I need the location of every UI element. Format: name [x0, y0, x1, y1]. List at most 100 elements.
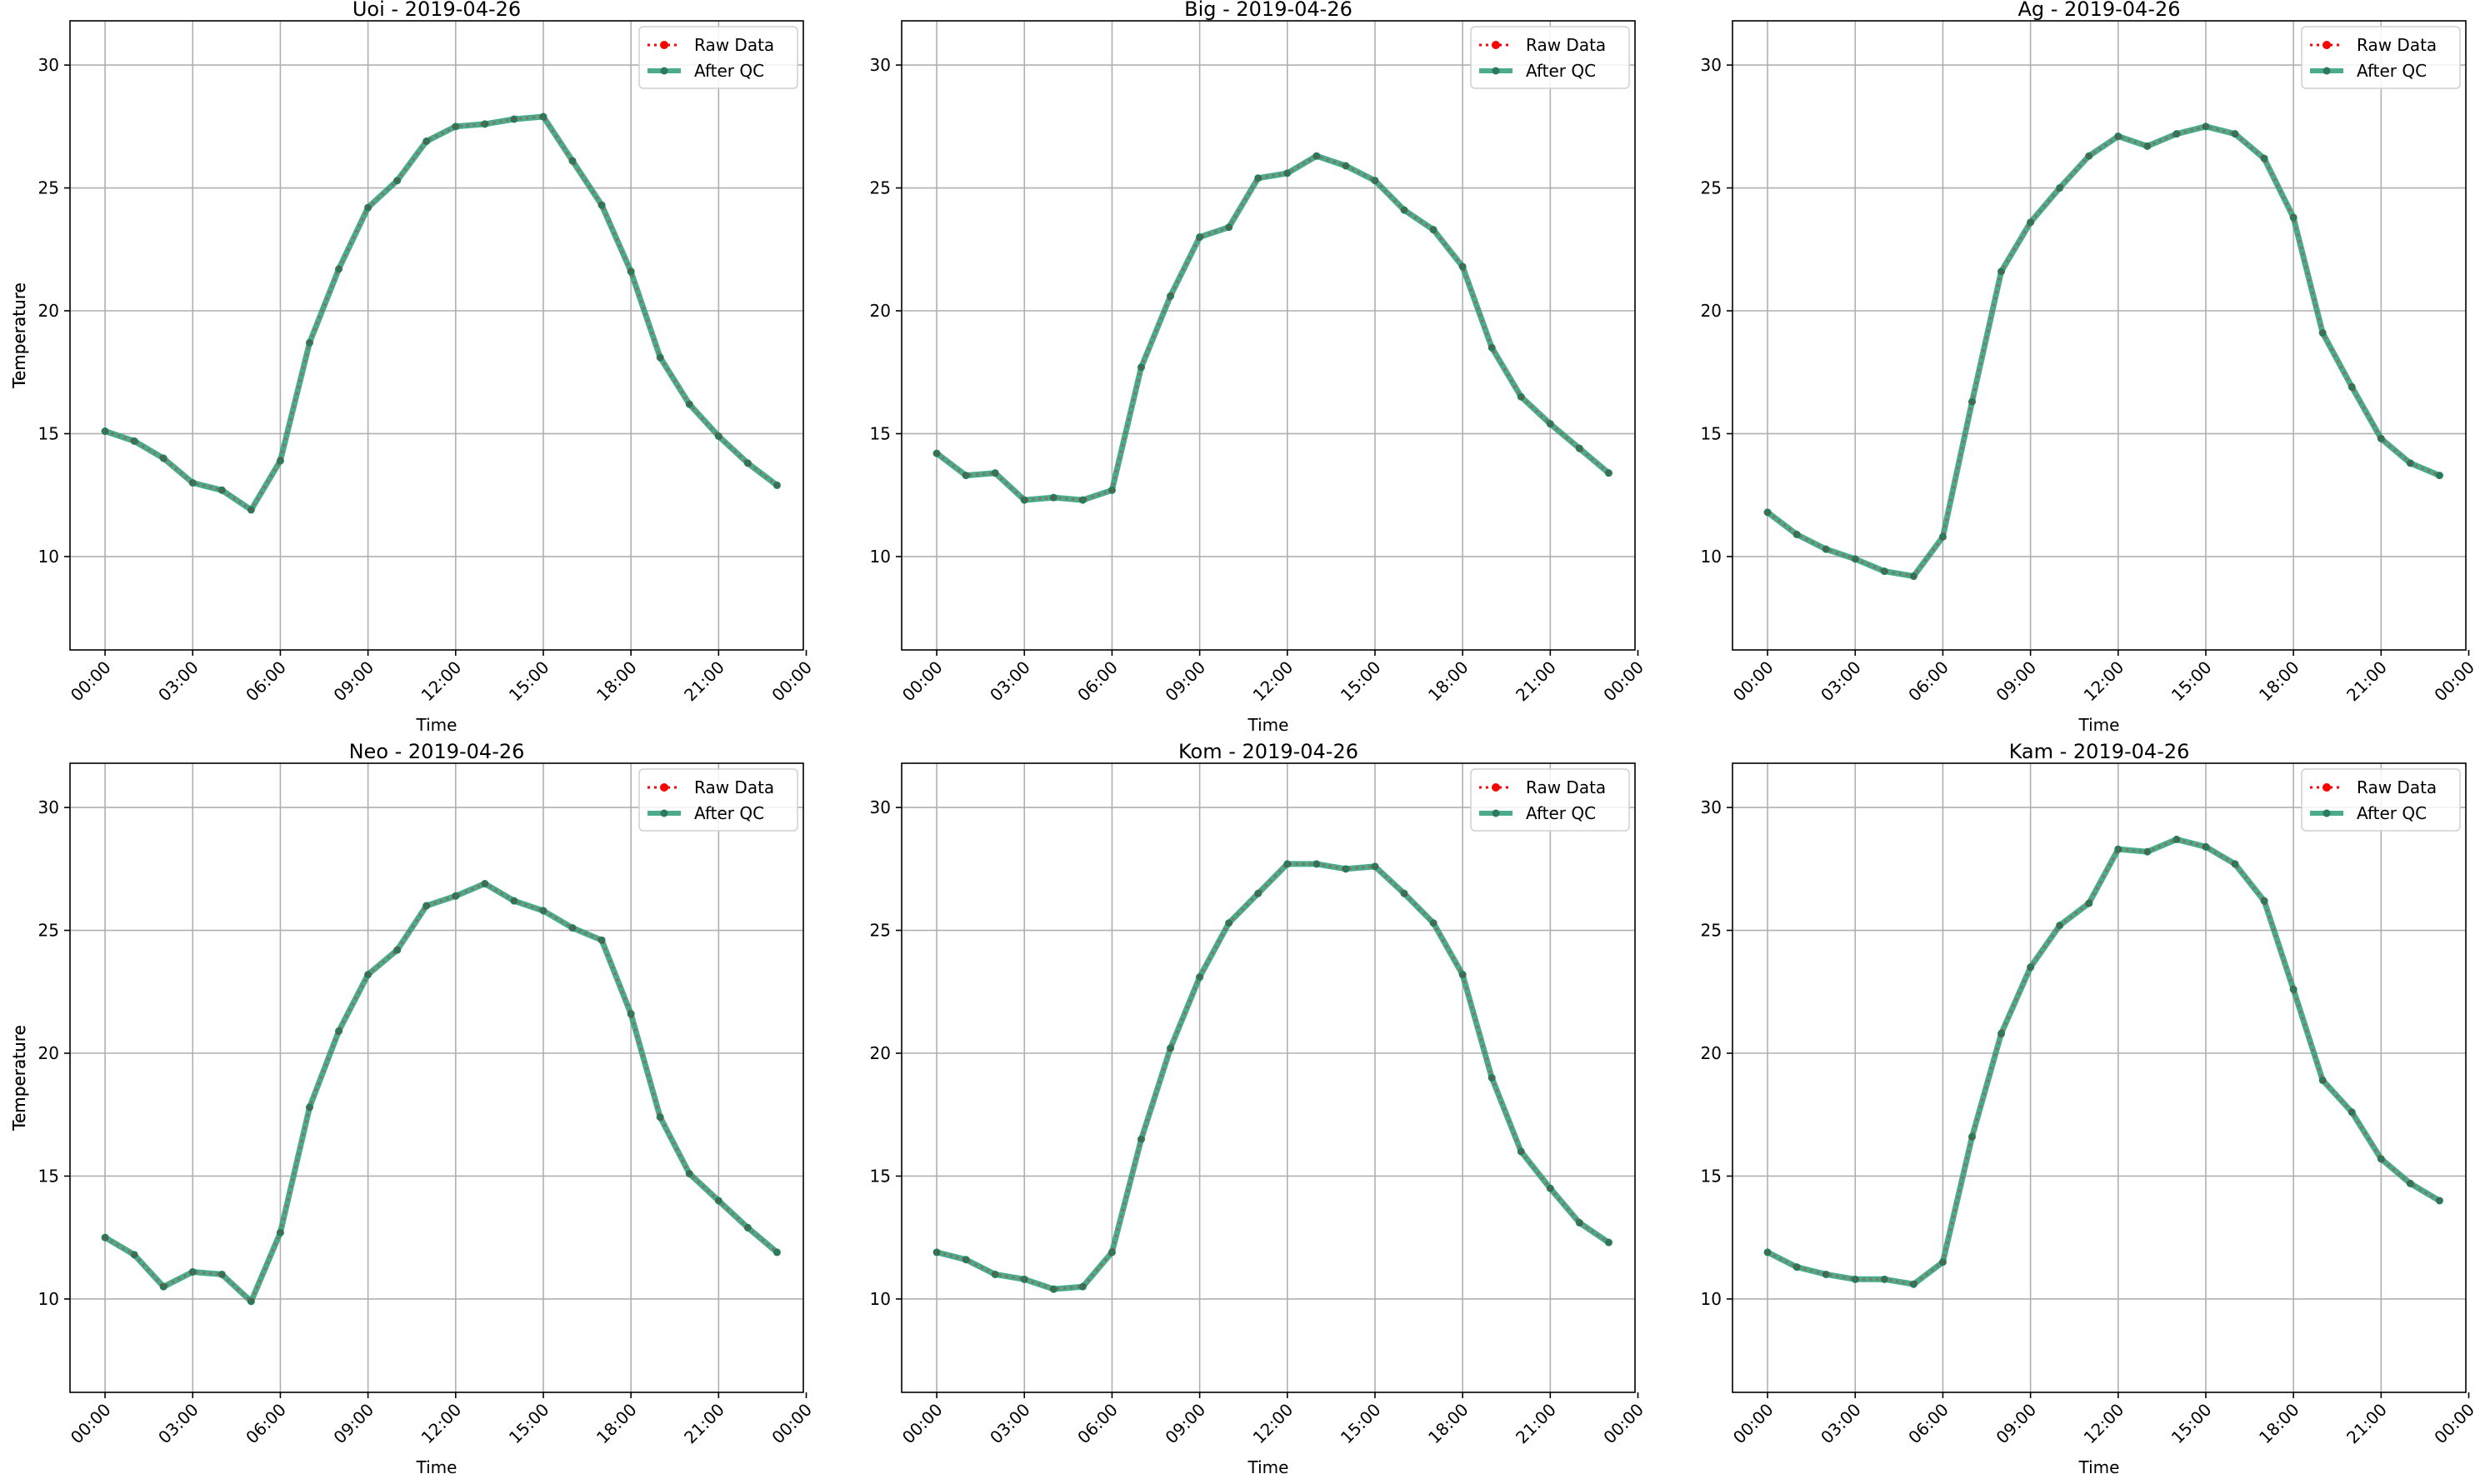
data-point-after-qc — [2406, 1179, 2414, 1187]
x-tick-label: 15:00 — [505, 657, 553, 706]
data-point-after-qc — [2085, 899, 2093, 907]
data-point-after-qc — [932, 1248, 941, 1257]
data-point-after-qc — [1020, 1275, 1028, 1283]
data-point-after-qc — [1225, 919, 1233, 927]
data-point-after-qc — [2172, 130, 2181, 138]
data-point-after-qc — [2289, 213, 2298, 222]
series-line-after-qc — [933, 152, 1612, 503]
legend-marker-after-qc — [660, 809, 668, 817]
y-tick-label: 20 — [1701, 1043, 1722, 1063]
data-point-after-qc — [1604, 469, 1612, 477]
data-point-after-qc — [2172, 835, 2181, 843]
data-point-after-qc — [481, 120, 489, 128]
legend: Raw Data After QC — [638, 26, 798, 89]
legend-marker-raw-data — [660, 41, 668, 49]
x-tick-label: 09:00 — [1992, 1400, 2040, 1448]
chart-title: Uoi - 2019-04-26 — [352, 0, 521, 21]
x-tick-label: 12:00 — [1249, 657, 1298, 706]
data-point-after-qc — [2027, 218, 2035, 227]
x-tick-label: 00:00 — [1599, 657, 1648, 706]
legend-marker-after-qc — [2322, 809, 2331, 817]
data-point-after-qc — [1137, 363, 1145, 372]
data-point-after-qc — [188, 1267, 197, 1276]
y-tick-label: 15 — [870, 423, 891, 443]
y-tick-label: 30 — [1701, 55, 1722, 75]
legend-label-after-qc: After QC — [1526, 803, 1596, 823]
data-point-after-qc — [2377, 1155, 2385, 1163]
data-point-after-qc — [2289, 985, 2298, 993]
y-tick-label: 30 — [38, 797, 59, 817]
series-line-raw-data — [1767, 837, 2441, 1286]
data-point-after-qc — [1575, 444, 1583, 452]
data-point-after-qc — [1792, 1263, 1801, 1272]
legend-label-raw-data: Raw Data — [2357, 35, 2437, 55]
x-tick-label: 03:00 — [1817, 657, 1865, 706]
series-line-after-qc — [102, 881, 780, 1305]
data-point-after-qc — [1488, 1074, 1496, 1082]
data-point-after-qc — [364, 203, 372, 212]
data-point-after-qc — [1078, 496, 1087, 504]
data-point-after-qc — [2260, 897, 2268, 905]
x-tick-label: 21:00 — [680, 657, 728, 706]
data-point-after-qc — [1137, 1135, 1145, 1143]
data-point-after-qc — [932, 449, 941, 457]
data-point-after-qc — [2056, 184, 2064, 192]
y-axis-label: Temperature — [9, 282, 29, 389]
data-point-after-qc — [1020, 496, 1028, 504]
legend-marker-after-qc — [1492, 67, 1500, 75]
chart-panel: 10 15 20 25 30 00:00 03:00 06:00 09:00 12:00 15:00… — [9, 740, 1648, 1477]
data-point-after-qc — [1458, 262, 1467, 271]
data-point-after-qc — [1938, 1258, 1947, 1267]
data-point-after-qc — [422, 137, 431, 146]
data-point-after-qc — [1400, 206, 1408, 214]
data-point-after-qc — [1342, 162, 1350, 170]
data-point-after-qc — [393, 177, 402, 185]
legend-label-raw-data: Raw Data — [1526, 777, 1606, 797]
x-tick-label: 00:00 — [1729, 657, 1778, 706]
data-point-after-qc — [1880, 567, 1888, 576]
legend-marker-raw-data — [660, 783, 668, 792]
y-tick-label: 10 — [1701, 1289, 1722, 1309]
data-point-after-qc — [2202, 842, 2210, 851]
data-point-after-qc — [2231, 130, 2239, 138]
y-tick-label: 15 — [1701, 423, 1722, 443]
data-point-after-qc — [1604, 1238, 1612, 1247]
data-point-after-qc — [335, 1027, 343, 1035]
data-point-after-qc — [1049, 1285, 1058, 1293]
data-point-after-qc — [276, 1228, 284, 1237]
x-tick-label: 12:00 — [418, 657, 466, 706]
x-tick-label: 18:00 — [2255, 657, 2303, 706]
x-tick-label: 00:00 — [67, 1400, 115, 1448]
x-tick-label: 09:00 — [1161, 657, 1209, 706]
legend-marker-raw-data — [1492, 783, 1500, 792]
data-point-after-qc — [1968, 397, 1976, 406]
axes-frame — [901, 20, 1636, 651]
y-tick-label: 20 — [870, 1043, 891, 1063]
chart-title: Kam - 2019-04-26 — [2009, 740, 2190, 763]
data-point-after-qc — [247, 506, 255, 514]
data-point-after-qc — [1283, 169, 1292, 177]
data-point-after-qc — [1998, 1029, 2006, 1037]
x-tick-label: 12:00 — [1249, 1400, 1298, 1448]
data-point-after-qc — [218, 1270, 226, 1278]
data-point-after-qc — [1792, 530, 1801, 538]
data-point-after-qc — [1225, 223, 1233, 232]
legend: Raw Data After QC — [2301, 768, 2461, 832]
data-point-after-qc — [656, 353, 664, 362]
data-point-after-qc — [159, 1282, 168, 1291]
data-point-after-qc — [1196, 233, 1204, 242]
y-tick-label: 20 — [1701, 301, 1722, 321]
data-point-after-qc — [130, 1251, 138, 1259]
plot-area — [70, 21, 803, 650]
y-tick-label: 10 — [38, 1289, 59, 1309]
series-line-after-qc — [933, 861, 1612, 1292]
legend-label-after-qc: After QC — [694, 61, 764, 81]
x-axis-label: Time — [2078, 715, 2120, 735]
x-tick-label: 15:00 — [505, 1400, 553, 1448]
legend-label-raw-data: Raw Data — [694, 35, 774, 55]
x-tick-label: 03:00 — [1817, 1400, 1865, 1448]
chart-title: Kom - 2019-04-26 — [1178, 740, 1358, 763]
legend-label-after-qc: After QC — [694, 803, 764, 823]
data-point-after-qc — [714, 1197, 722, 1205]
x-tick-label: 15:00 — [2168, 657, 2216, 706]
